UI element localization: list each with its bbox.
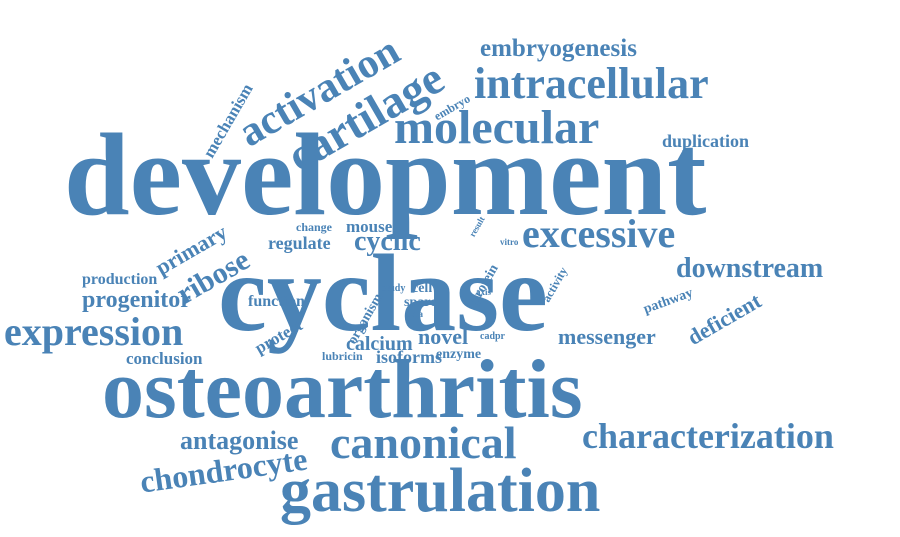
word-characterization: characterization (582, 416, 834, 456)
word-cyclic: cyclic (354, 226, 421, 257)
word-antagonise: antagonise (180, 426, 299, 455)
word-mouse: mouse (346, 217, 393, 236)
word-novel: novel (418, 324, 469, 349)
word-development: development (64, 109, 707, 240)
word-isoforms: isoforms (376, 347, 442, 367)
word-intracellular: intracellular (474, 59, 709, 108)
word-cadpr: cadpr (480, 331, 505, 342)
word-excessive: excessive (522, 211, 676, 256)
word-sparc: sparc (404, 295, 437, 310)
word-gastrulation: gastrulation (280, 457, 601, 525)
word-data: data (406, 309, 424, 319)
word-duplication: duplication (662, 131, 750, 151)
word-canonical: canonical (330, 417, 517, 468)
word-lubricin: lubricin (322, 349, 363, 363)
word-function: function (248, 293, 305, 310)
word-expression: expression (4, 309, 184, 354)
word-vitro: vitro (500, 237, 519, 247)
word-osteoarthritis: osteoarthritis (102, 343, 583, 436)
word-change: change (296, 220, 332, 234)
word-molecular: molecular (394, 101, 600, 154)
word-cyclase: cyclase (218, 232, 548, 354)
word-calcium: calcium (346, 333, 413, 355)
word-production: production (82, 271, 158, 288)
word-deficient: deficient (683, 287, 766, 350)
word-study: study (382, 283, 406, 294)
word-conclusion: conclusion (126, 349, 203, 368)
word-enzyme: enzyme (436, 347, 482, 362)
word-messenger: messenger (558, 324, 656, 349)
word-regulate: regulate (268, 233, 331, 253)
word-downstream: downstream (676, 253, 824, 284)
word-embryogenesis: embryogenesis (480, 35, 637, 62)
word-progenitor: progenitor (82, 287, 191, 313)
word-pathway: pathway (641, 285, 696, 318)
word-axis: axis (476, 287, 492, 297)
word-cell: cell (412, 281, 433, 296)
